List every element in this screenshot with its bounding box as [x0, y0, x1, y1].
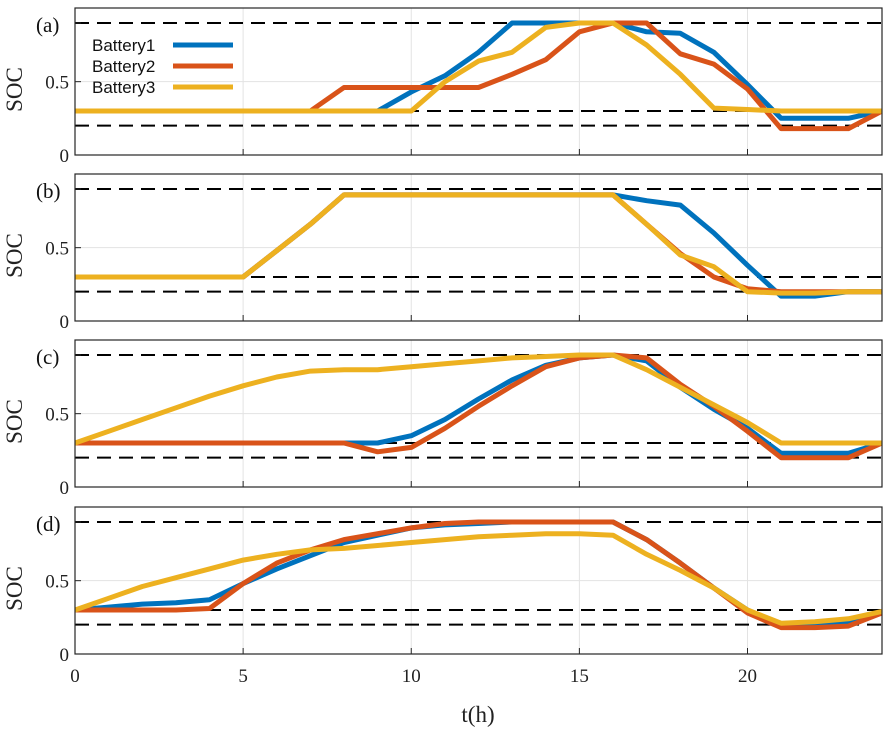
xtick-label-0: 0: [70, 666, 80, 687]
y-axis-label-c: SOC: [2, 399, 27, 444]
series-battery2-c: [75, 352, 882, 461]
y-axis-label-a: SOC: [2, 67, 27, 112]
ytick-label-0-a: 0: [60, 146, 70, 167]
panel-d: 0 0.5 (d) SOC: [2, 506, 883, 666]
xtick-label-5: 5: [238, 666, 248, 687]
legend-label-battery3: Battery3: [92, 78, 155, 97]
panel-label-d: (d): [36, 512, 61, 536]
xtick-label-15: 15: [570, 666, 589, 687]
ytick-label-0-c: 0: [60, 478, 70, 499]
y-axis-label-b: SOC: [2, 233, 27, 278]
y-axis-label-d: SOC: [2, 566, 27, 611]
ytick-label-1-a: 0.5: [45, 73, 69, 94]
xtick-label-10: 10: [402, 666, 421, 687]
legend: Battery1 Battery2 Battery3: [92, 36, 233, 97]
series-battery2-d: [75, 519, 882, 631]
ytick-label-0-b: 0: [60, 312, 70, 333]
series-battery3-b: [75, 192, 882, 296]
legend-label-battery2: Battery2: [92, 57, 155, 76]
panel-b: 0 0.5 (b) SOC: [2, 173, 883, 333]
panel-c: 0 0.5 (c) SOC: [2, 339, 883, 499]
legend-label-battery1: Battery1: [92, 36, 155, 55]
ytick-label-1-d: 0.5: [45, 572, 69, 593]
ytick-label-1-c: 0.5: [45, 405, 69, 426]
x-axis-label: t(h): [461, 702, 494, 727]
panel-label-b: (b): [36, 179, 61, 203]
series-battery3-a: [75, 20, 882, 114]
xtick-label-20: 20: [738, 666, 757, 687]
series-battery3-d: [75, 531, 882, 626]
panel-a: 0 0.5 (a) SOC: [2, 7, 883, 167]
series-battery3-c: [75, 352, 882, 446]
panels-group: 0 0.5 (a) SOC 0 0.5 (b) SOC 0 0.5 (c) SOC 0 0.5 (d) SOC…: [2, 7, 883, 687]
panel-label-a: (a): [36, 13, 59, 37]
ytick-label-0-d: 0: [60, 645, 70, 666]
ytick-label-1-b: 0.5: [45, 239, 69, 260]
panel-label-c: (c): [36, 345, 59, 369]
